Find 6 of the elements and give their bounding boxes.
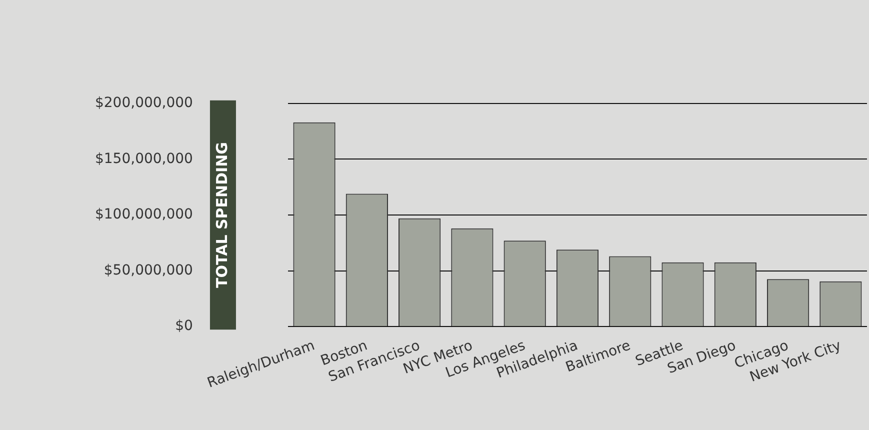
y-tick-label: $200,000,000 [94,95,193,112]
y-tick-label: $50,000,000 [104,262,193,278]
y-tick-label: $0 [175,318,193,334]
y-axis-title: TOTAL SPENDING [212,142,231,288]
y-tick-label: $150,000,000 [94,150,193,167]
y-tick-label: $100,000,000 [94,206,193,223]
